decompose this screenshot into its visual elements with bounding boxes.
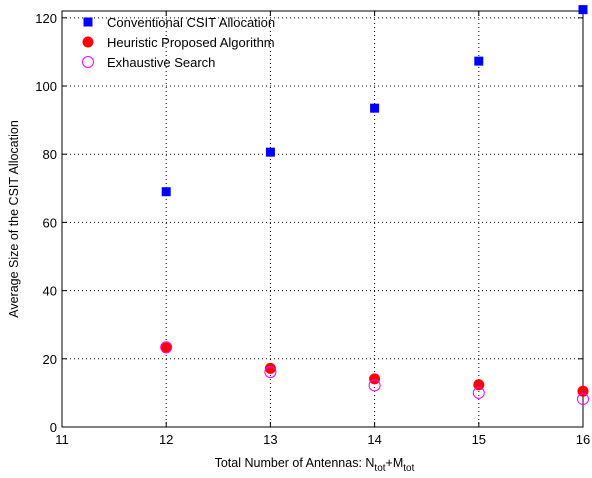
x-axis-label-mid: +M (386, 456, 404, 470)
y-tick-label: 20 (43, 352, 57, 367)
x-axis-label-main: Total Number of Antennas: N (215, 456, 375, 470)
y-tick-label: 100 (35, 79, 57, 94)
legend-label: Exhaustive Search (107, 55, 215, 70)
axes-box (61, 10, 584, 428)
legend-item: Exhaustive Search (82, 55, 215, 70)
y-tick-label: 120 (35, 11, 57, 26)
data-point (265, 147, 275, 157)
data-point (368, 379, 381, 392)
legend-item: Conventional CSIT Allocation (83, 15, 275, 30)
data-point (160, 342, 172, 354)
x-axis-label-sub1: tot (374, 463, 385, 474)
ticks: 11 12 13 14 15 16 0 20 40 60 80 100 120 (35, 11, 590, 447)
y-tick-label: 40 (43, 284, 57, 299)
data-point (577, 393, 589, 406)
legend-marker (82, 36, 94, 48)
x-tick-label: 16 (576, 432, 590, 447)
x-tick-label: 12 (159, 432, 173, 447)
series-2 (160, 342, 589, 397)
legend-label: Heuristic Proposed Algorithm (107, 35, 275, 50)
legend-label: Conventional CSIT Allocation (107, 15, 275, 30)
data-point (474, 56, 484, 66)
data-series (160, 5, 589, 406)
series-1 (161, 5, 588, 197)
y-tick-label: 0 (50, 420, 57, 435)
x-tick-label: 11 (55, 432, 69, 447)
data-point (161, 187, 171, 197)
x-axis-label-sub2: tot (403, 463, 414, 474)
x-tick-label: 15 (472, 432, 486, 447)
legend: Conventional CSIT Allocation Heuristic Pr… (82, 15, 275, 70)
data-point (160, 341, 173, 354)
grid (62, 11, 583, 427)
legend-item: Heuristic Proposed Algorithm (82, 35, 275, 50)
legend-marker (83, 17, 93, 27)
data-point (370, 103, 380, 113)
data-point (472, 386, 485, 399)
x-tick-label: 14 (367, 432, 381, 447)
series-3 (160, 341, 589, 406)
y-axis-label: Average Size of the CSIT Allocation (7, 120, 21, 318)
y-tick-label: 80 (43, 147, 57, 162)
y-tick-label: 60 (43, 215, 57, 230)
legend-marker (82, 56, 94, 68)
data-point (264, 362, 276, 374)
data-point (264, 366, 277, 379)
data-point (473, 379, 485, 391)
data-point (369, 373, 381, 385)
x-tick-label: 13 (263, 432, 277, 447)
x-axis-label: Total Number of Antennas: Ntot+Mtot (215, 456, 415, 474)
data-point (578, 5, 588, 15)
